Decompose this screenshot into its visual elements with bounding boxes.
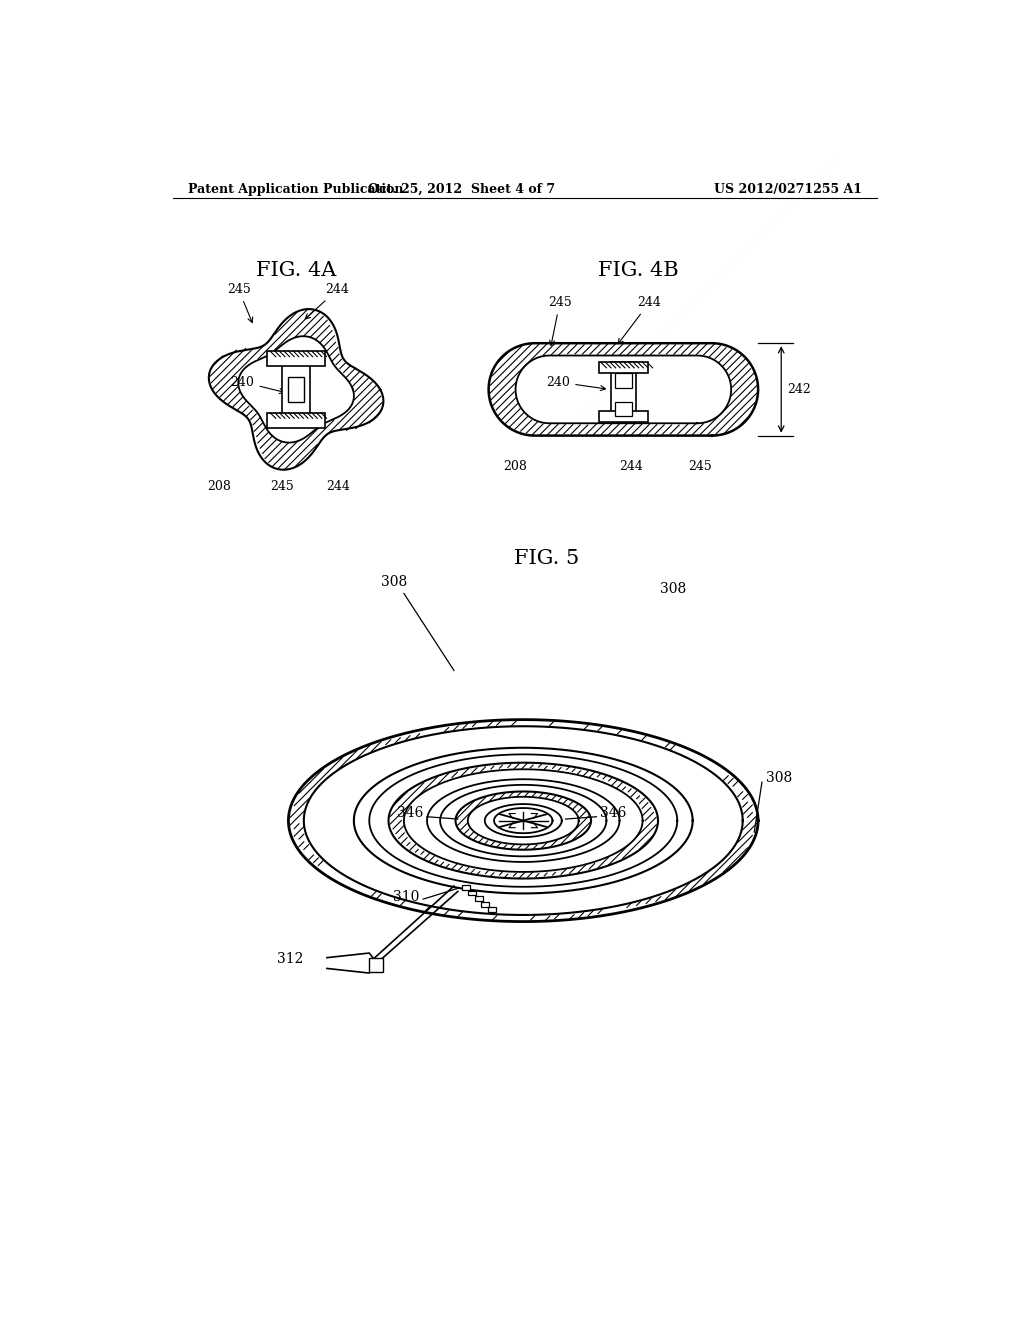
Bar <box>474 896 483 902</box>
Text: 308: 308 <box>381 574 407 589</box>
Text: 245: 245 <box>226 284 253 322</box>
Text: FIG. 5: FIG. 5 <box>514 549 579 569</box>
Text: 308: 308 <box>660 582 686 597</box>
Text: 244: 244 <box>305 284 349 319</box>
Text: FIG. 4A: FIG. 4A <box>256 260 336 280</box>
Bar <box>283 359 310 420</box>
Text: US 2012/0271255 A1: US 2012/0271255 A1 <box>714 182 862 195</box>
Bar <box>614 401 632 416</box>
Text: 245: 245 <box>688 461 713 474</box>
Text: 240: 240 <box>230 376 285 393</box>
Bar <box>468 891 476 895</box>
Text: 245: 245 <box>270 479 294 492</box>
Bar <box>611 363 636 416</box>
Text: 310: 310 <box>393 891 419 904</box>
Text: 244: 244 <box>618 296 662 343</box>
Text: Patent Application Publication: Patent Application Publication <box>188 182 403 195</box>
Bar <box>462 886 470 890</box>
Polygon shape <box>327 953 377 973</box>
Text: 244: 244 <box>327 479 350 492</box>
Text: Oct. 25, 2012  Sheet 4 of 7: Oct. 25, 2012 Sheet 4 of 7 <box>368 182 555 195</box>
Text: 242: 242 <box>787 383 811 396</box>
Bar <box>487 907 496 912</box>
Bar <box>267 413 326 428</box>
Bar <box>288 378 304 401</box>
Text: 245: 245 <box>548 296 571 346</box>
Text: 240: 240 <box>547 376 605 391</box>
Text: 308: 308 <box>766 771 792 785</box>
Bar <box>370 958 383 972</box>
Text: FIG. 4B: FIG. 4B <box>598 260 679 280</box>
Bar <box>614 374 632 388</box>
Text: 346: 346 <box>600 805 627 820</box>
Bar <box>599 363 648 372</box>
Text: 244: 244 <box>620 461 643 474</box>
Text: 312: 312 <box>278 952 304 966</box>
Bar <box>267 351 326 367</box>
Bar <box>481 902 489 907</box>
Bar <box>599 412 648 422</box>
Text: 346: 346 <box>396 805 423 820</box>
Text: 208: 208 <box>504 461 527 474</box>
Text: 208: 208 <box>207 479 231 492</box>
